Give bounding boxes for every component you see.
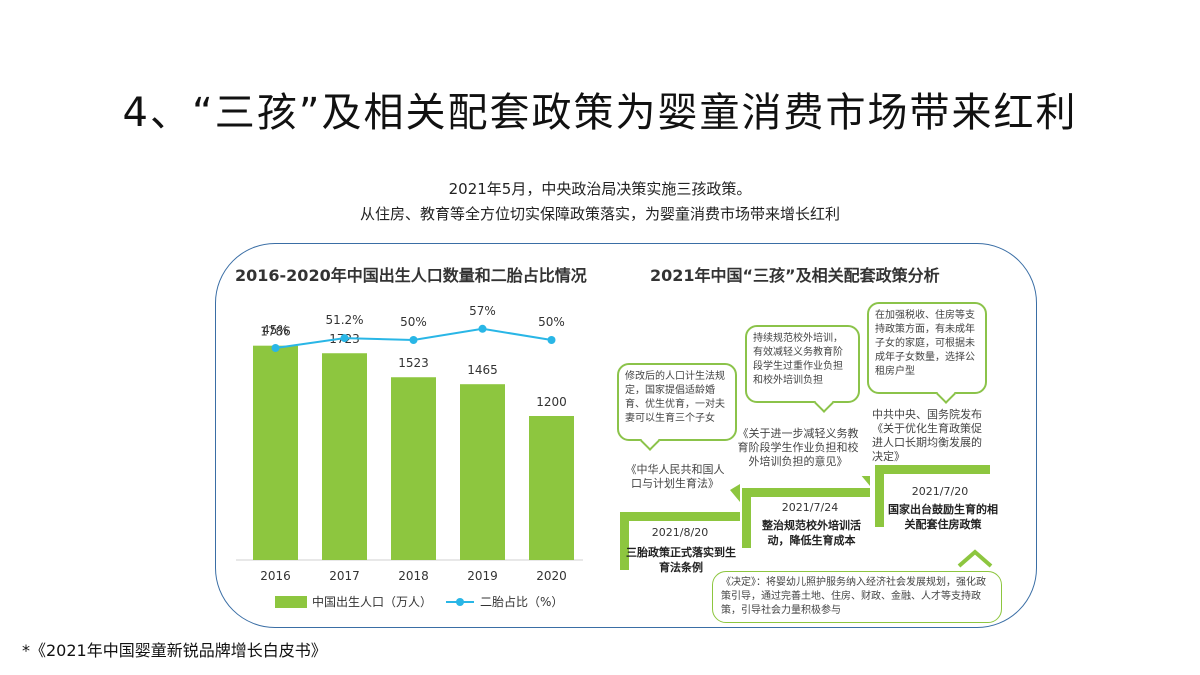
step-bar-1 — [620, 512, 740, 521]
policy-event-3: 国家出台鼓励生育的相关配套住房政策 — [888, 503, 998, 531]
bar-label-2020: 1200 — [536, 395, 567, 409]
step-post-2 — [742, 488, 751, 548]
policy-document-3: 中共中央、国务院发布《关于优化生育政策促进人口长期均衡发展的决定》 — [872, 408, 982, 463]
tick-label-2019: 2019 — [467, 569, 498, 583]
legend-line-marker — [456, 598, 464, 606]
chevron-up-icon — [957, 549, 993, 568]
chart-title: 2016-2020年中国出生人口数量和二胎占比情况 — [235, 266, 587, 285]
bar-2016 — [253, 345, 298, 560]
content-panel — [215, 243, 1037, 628]
ratio-point-2016 — [271, 344, 280, 352]
policy-bubble-3: 在加强税收、住房等支持政策方面，有未成年子女的家庭，可根据未成年子女数量，选择公… — [867, 302, 987, 394]
legend-bar-label: 中国出生人口（万人） — [312, 594, 432, 609]
step-post-3 — [875, 465, 884, 527]
policy-bubble-1: 修改后的人口计生法规定，国家提倡适龄婚育、优生优育，一对夫妻可以生育三个子女 — [617, 363, 737, 441]
ratio-label-2017: 51.2% — [325, 313, 363, 327]
step-bar-3 — [875, 465, 990, 474]
step-arrow-1 — [730, 484, 740, 502]
policy-document-1: 《中华人民共和国人口与计划生育法》 — [625, 463, 725, 490]
policy-date-1: 2021/8/20 — [651, 526, 709, 539]
bar-label-2019: 1465 — [467, 363, 498, 377]
bar-2018 — [391, 377, 436, 560]
bar-label-2016: 1786 — [260, 325, 291, 339]
policy-title: 2021年中国“三孩”及相关配套政策分析 — [650, 266, 940, 285]
step-bar-2 — [742, 488, 870, 497]
bar-label-2018: 1523 — [398, 356, 429, 370]
legend-line-label: 二胎占比（%） — [480, 594, 563, 609]
policy-event-2: 整治规范校外培训活动，降低生育成本 — [762, 519, 861, 547]
ratio-point-2018 — [409, 336, 418, 344]
page-title: 4、“三孩”及相关配套政策为婴童消费市场带来红利 — [122, 90, 1078, 136]
step-arrow-2 — [861, 476, 870, 486]
policy-document-2: 《关于进一步减轻义务教育阶段学生作业负担和校外培训负担的意见》 — [737, 427, 859, 468]
decision-note: 《决定》：将婴幼儿照护服务纳入经济社会发展规划，强化政策引导，通过完善土地、住房… — [712, 571, 1002, 623]
policy-bubble-2: 持续规范校外培训，有效减轻义务教育阶段学生过重作业负担和校外培训负担 — [745, 325, 860, 403]
tick-label-2020: 2020 — [536, 569, 567, 583]
tick-label-2016: 2016 — [260, 569, 291, 583]
ratio-point-2017 — [340, 334, 349, 343]
policy-event-1: 三胎政策正式落实到生育法条例 — [626, 546, 736, 574]
footnote: *《2021年中国婴童新锐品牌增长白皮书》 — [22, 641, 327, 660]
step-arrows — [730, 476, 870, 502]
ratio-label-2019: 57% — [469, 304, 496, 318]
bar-2020 — [529, 416, 574, 560]
subtitle-line-1: 2021年5月，中央政治局决策实施三孩政策。 — [448, 180, 752, 198]
tick-label-2017: 2017 — [329, 569, 360, 583]
birth-population-chart: 1786201617232017152320181465201912002020… — [236, 304, 583, 609]
subtitle-line-2: 从住房、教育等全方位切实保障政策落实，为婴童消费市场带来增长红利 — [359, 205, 840, 223]
legend-bar-swatch — [275, 596, 307, 608]
ratio-point-2019 — [478, 324, 487, 333]
bar-2019 — [460, 384, 505, 560]
step-post-1 — [620, 512, 629, 570]
policy-date-3: 2021/7/20 — [911, 485, 969, 498]
ratio-point-2020 — [547, 336, 556, 344]
bar-2017 — [322, 353, 367, 560]
ratio-label-2020: 50% — [538, 315, 565, 329]
tick-label-2018: 2018 — [398, 569, 429, 583]
ratio-label-2016: 45% — [262, 323, 289, 337]
policy-date-2: 2021/7/24 — [781, 501, 839, 514]
ratio-label-2018: 50% — [400, 315, 427, 329]
